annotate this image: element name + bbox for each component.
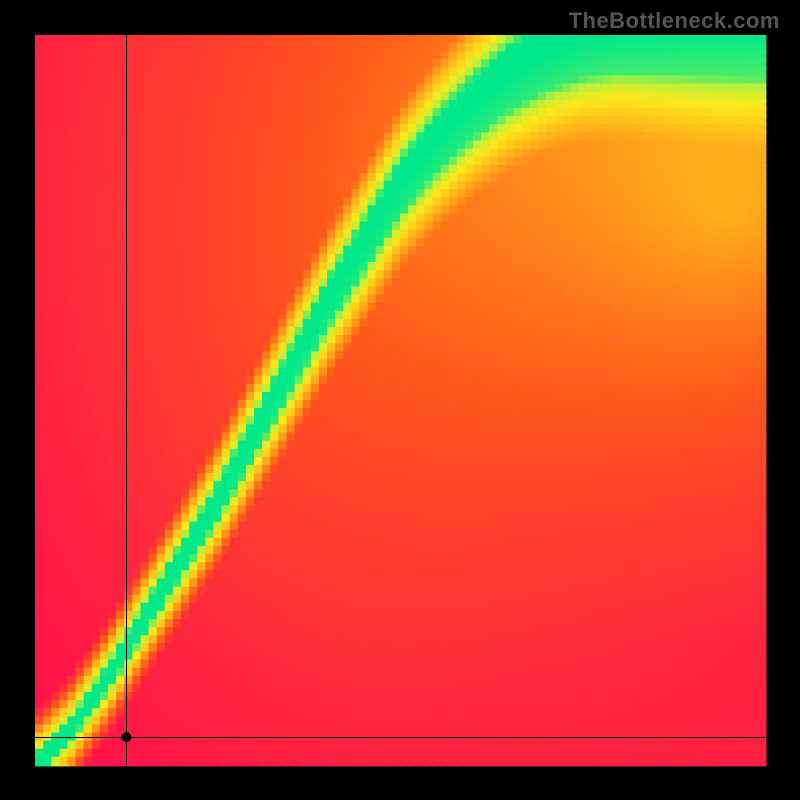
- crosshair-overlay: [0, 0, 800, 800]
- watermark-text: TheBottleneck.com: [569, 8, 780, 34]
- chart-container: TheBottleneck.com: [0, 0, 800, 800]
